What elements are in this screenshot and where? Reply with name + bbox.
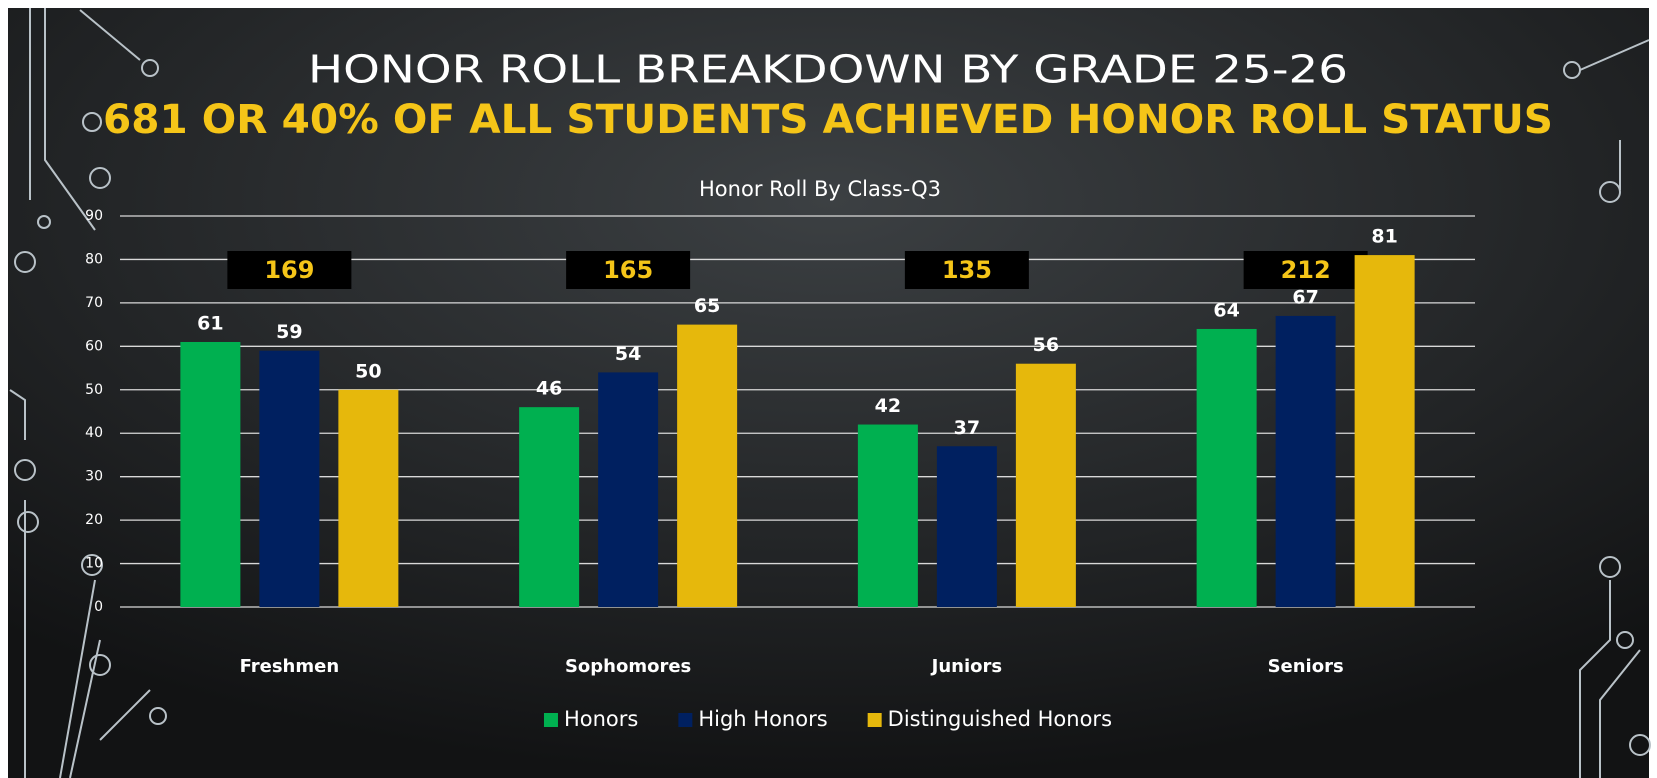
x-tick-label: Juniors <box>930 656 1002 677</box>
chart-title: Honor Roll By Class-Q3 <box>699 177 941 201</box>
legend-label: Distinguished Honors <box>888 707 1112 731</box>
y-tick-label: 80 <box>85 251 103 267</box>
y-tick-label: 70 <box>85 295 103 311</box>
value-label: 37 <box>954 417 980 439</box>
value-label: 81 <box>1371 226 1397 248</box>
value-label: 56 <box>1033 334 1059 356</box>
slide-title: HONOR ROLL BREAKDOWN BY GRADE 25-26 <box>308 48 1348 92</box>
bar <box>937 446 997 607</box>
bar <box>1197 329 1257 607</box>
bar <box>677 325 737 607</box>
x-tick-label: Seniors <box>1268 656 1344 677</box>
bar <box>338 390 398 607</box>
y-tick-label: 30 <box>85 469 103 485</box>
slide: HONOR ROLL BREAKDOWN BY GRADE 25-26 681 … <box>0 0 1657 778</box>
bar <box>1016 364 1076 607</box>
y-tick-label: 10 <box>85 556 103 572</box>
bar <box>180 342 240 607</box>
legend-swatch <box>544 713 558 727</box>
bar <box>598 372 658 607</box>
y-tick-label: 50 <box>85 382 103 398</box>
slide-subtitle: 681 OR 40% OF ALL STUDENTS ACHIEVED HONO… <box>103 97 1553 143</box>
value-label: 65 <box>694 295 720 317</box>
total-label: 135 <box>942 256 992 284</box>
y-tick-label: 0 <box>94 599 103 615</box>
total-label: 212 <box>1281 256 1331 284</box>
legend-label: High Honors <box>698 707 827 731</box>
legend-label: Honors <box>564 707 638 731</box>
y-tick-label: 90 <box>85 208 103 224</box>
y-tick-label: 60 <box>85 338 103 354</box>
value-label: 61 <box>197 312 223 334</box>
bar <box>519 407 579 607</box>
bar <box>1276 316 1336 607</box>
total-label: 165 <box>603 256 653 284</box>
value-label: 54 <box>615 343 641 365</box>
value-label: 46 <box>536 378 562 400</box>
y-tick-label: 40 <box>85 425 103 441</box>
x-tick-label: Sophomores <box>565 656 691 677</box>
value-label: 42 <box>875 395 901 417</box>
y-tick-label: 20 <box>85 512 103 528</box>
value-label: 50 <box>355 360 381 382</box>
legend-swatch <box>678 713 692 727</box>
bar <box>259 351 319 607</box>
value-label: 64 <box>1213 299 1239 321</box>
bar <box>1355 255 1415 607</box>
x-tick-label: Freshmen <box>240 656 340 677</box>
value-label: 67 <box>1292 286 1318 308</box>
value-label: 59 <box>276 321 302 343</box>
legend-swatch <box>868 713 882 727</box>
bar <box>858 425 918 607</box>
total-label: 169 <box>264 256 314 284</box>
